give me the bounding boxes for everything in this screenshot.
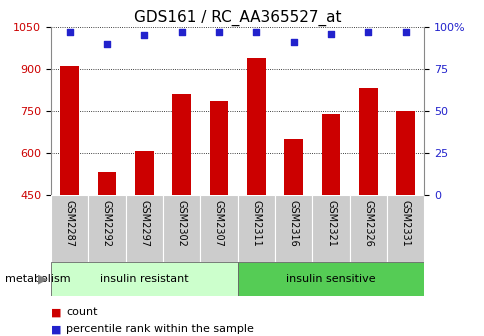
Bar — [349, 195, 386, 262]
Text: GSM2307: GSM2307 — [213, 200, 224, 247]
Bar — [358, 88, 377, 195]
Bar — [200, 195, 237, 262]
Point — [326, 31, 334, 36]
Text: GSM2321: GSM2321 — [325, 200, 335, 247]
Point — [65, 29, 73, 35]
Text: insulin resistant: insulin resistant — [100, 274, 188, 284]
Bar — [209, 101, 228, 195]
Text: GSM2302: GSM2302 — [176, 200, 186, 247]
Bar — [274, 195, 312, 262]
Point — [140, 33, 148, 38]
Point — [214, 29, 222, 35]
Bar — [51, 195, 88, 262]
Bar — [386, 195, 424, 262]
Bar — [97, 172, 116, 195]
Bar — [163, 195, 200, 262]
Title: GDS161 / RC_AA365527_at: GDS161 / RC_AA365527_at — [134, 9, 341, 26]
Point — [289, 39, 297, 45]
Text: GSM2297: GSM2297 — [139, 200, 149, 247]
Bar — [88, 195, 125, 262]
Text: ▶: ▶ — [38, 272, 47, 285]
Point — [363, 29, 371, 35]
Text: ■: ■ — [51, 307, 61, 318]
Bar — [125, 195, 163, 262]
Text: metabolism: metabolism — [5, 274, 70, 284]
Bar — [321, 114, 340, 195]
Bar — [172, 94, 191, 195]
Text: GSM2326: GSM2326 — [363, 200, 373, 247]
Point — [401, 29, 408, 35]
Text: GSM2287: GSM2287 — [64, 200, 75, 247]
Bar — [284, 139, 302, 195]
Text: count: count — [66, 307, 98, 318]
Point — [177, 29, 185, 35]
Text: insulin sensitive: insulin sensitive — [286, 274, 375, 284]
Text: ■: ■ — [51, 324, 61, 334]
Bar — [246, 58, 265, 195]
Bar — [312, 195, 349, 262]
Point — [103, 41, 110, 46]
Text: percentile rank within the sample: percentile rank within the sample — [66, 324, 254, 334]
Text: GSM2311: GSM2311 — [251, 200, 261, 247]
Bar — [51, 262, 237, 296]
Point — [252, 29, 259, 35]
Text: GSM2316: GSM2316 — [288, 200, 298, 247]
Bar — [237, 262, 424, 296]
Text: GSM2292: GSM2292 — [102, 200, 112, 247]
Text: GSM2331: GSM2331 — [400, 200, 410, 247]
Bar — [135, 152, 153, 195]
Bar — [60, 66, 79, 195]
Bar — [237, 195, 274, 262]
Bar — [395, 111, 414, 195]
